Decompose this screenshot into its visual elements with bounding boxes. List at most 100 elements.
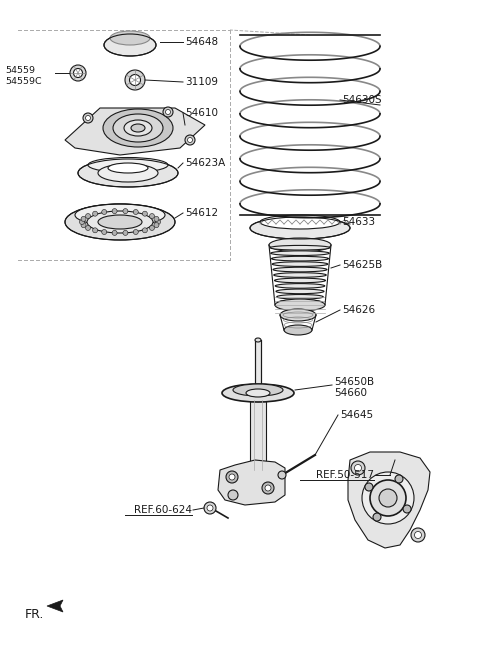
Ellipse shape — [85, 214, 91, 218]
Ellipse shape — [78, 159, 178, 187]
Ellipse shape — [188, 138, 192, 142]
Text: 54623A: 54623A — [185, 158, 225, 168]
Ellipse shape — [275, 299, 325, 311]
Ellipse shape — [355, 464, 361, 472]
Polygon shape — [218, 460, 285, 505]
Ellipse shape — [280, 309, 316, 321]
Ellipse shape — [272, 256, 328, 261]
Ellipse shape — [149, 214, 155, 218]
Ellipse shape — [123, 209, 128, 214]
Ellipse shape — [98, 215, 142, 229]
Text: 54645: 54645 — [340, 410, 373, 420]
Text: 54633: 54633 — [342, 217, 375, 227]
Text: REF.50-517: REF.50-517 — [316, 470, 374, 480]
Ellipse shape — [272, 262, 328, 266]
Ellipse shape — [228, 490, 238, 500]
Ellipse shape — [278, 471, 286, 479]
Ellipse shape — [83, 113, 93, 123]
Ellipse shape — [93, 228, 97, 233]
Text: 54650B: 54650B — [334, 377, 374, 387]
Text: 54610: 54610 — [185, 108, 218, 118]
Ellipse shape — [395, 475, 403, 483]
Ellipse shape — [149, 226, 155, 230]
Polygon shape — [65, 108, 205, 155]
Ellipse shape — [123, 230, 128, 236]
Ellipse shape — [73, 68, 83, 77]
Ellipse shape — [233, 384, 283, 396]
Text: 54660: 54660 — [334, 388, 367, 398]
Ellipse shape — [104, 34, 156, 56]
Ellipse shape — [265, 485, 271, 491]
Ellipse shape — [255, 338, 261, 342]
Ellipse shape — [411, 528, 425, 542]
Ellipse shape — [226, 471, 238, 483]
Polygon shape — [348, 452, 430, 548]
Ellipse shape — [103, 109, 173, 147]
Ellipse shape — [112, 209, 117, 214]
Ellipse shape — [85, 115, 91, 121]
Ellipse shape — [87, 211, 153, 233]
Ellipse shape — [108, 163, 148, 173]
Ellipse shape — [277, 295, 323, 299]
Ellipse shape — [154, 222, 159, 228]
Ellipse shape — [65, 204, 175, 240]
Ellipse shape — [260, 215, 340, 229]
Ellipse shape — [93, 211, 97, 216]
Ellipse shape — [262, 482, 274, 494]
Ellipse shape — [154, 216, 159, 222]
Ellipse shape — [284, 325, 312, 335]
Ellipse shape — [70, 65, 86, 81]
Text: 54625B: 54625B — [342, 260, 382, 270]
Ellipse shape — [102, 230, 107, 234]
Ellipse shape — [131, 124, 145, 132]
Ellipse shape — [88, 157, 168, 173]
Ellipse shape — [204, 502, 216, 514]
Ellipse shape — [277, 300, 323, 304]
Text: 54612: 54612 — [185, 208, 218, 218]
Ellipse shape — [156, 220, 160, 224]
Ellipse shape — [81, 222, 86, 228]
Bar — [250, 400, 266, 470]
Ellipse shape — [246, 389, 270, 397]
Text: 54630S: 54630S — [342, 95, 382, 105]
Ellipse shape — [185, 135, 195, 145]
Ellipse shape — [130, 75, 141, 85]
Ellipse shape — [85, 226, 91, 230]
Ellipse shape — [373, 513, 381, 521]
Ellipse shape — [379, 489, 397, 507]
Text: 54648: 54648 — [185, 37, 218, 47]
Ellipse shape — [166, 110, 170, 115]
Ellipse shape — [143, 211, 147, 216]
Ellipse shape — [124, 120, 152, 136]
Ellipse shape — [143, 228, 147, 233]
Text: FR.: FR. — [25, 609, 44, 621]
Ellipse shape — [269, 238, 331, 252]
Ellipse shape — [270, 245, 330, 250]
Ellipse shape — [274, 273, 326, 277]
Ellipse shape — [112, 230, 117, 236]
Ellipse shape — [415, 531, 421, 539]
Ellipse shape — [276, 289, 324, 294]
Ellipse shape — [80, 220, 84, 224]
Ellipse shape — [75, 204, 165, 226]
Ellipse shape — [125, 70, 145, 90]
Text: 54626: 54626 — [342, 305, 375, 315]
Ellipse shape — [222, 384, 294, 402]
Ellipse shape — [275, 278, 325, 283]
Ellipse shape — [113, 114, 163, 142]
Ellipse shape — [271, 251, 329, 255]
Ellipse shape — [362, 472, 414, 524]
Ellipse shape — [133, 209, 138, 215]
Ellipse shape — [207, 505, 213, 511]
Ellipse shape — [133, 230, 138, 234]
Ellipse shape — [250, 217, 350, 239]
Ellipse shape — [102, 209, 107, 215]
Ellipse shape — [370, 480, 406, 516]
Ellipse shape — [110, 31, 150, 45]
Ellipse shape — [229, 474, 235, 480]
Text: 54559
54559C: 54559 54559C — [5, 66, 42, 86]
Bar — [255, 340, 261, 390]
Ellipse shape — [351, 461, 365, 475]
Ellipse shape — [81, 216, 86, 222]
Text: REF.60-624: REF.60-624 — [134, 505, 192, 515]
